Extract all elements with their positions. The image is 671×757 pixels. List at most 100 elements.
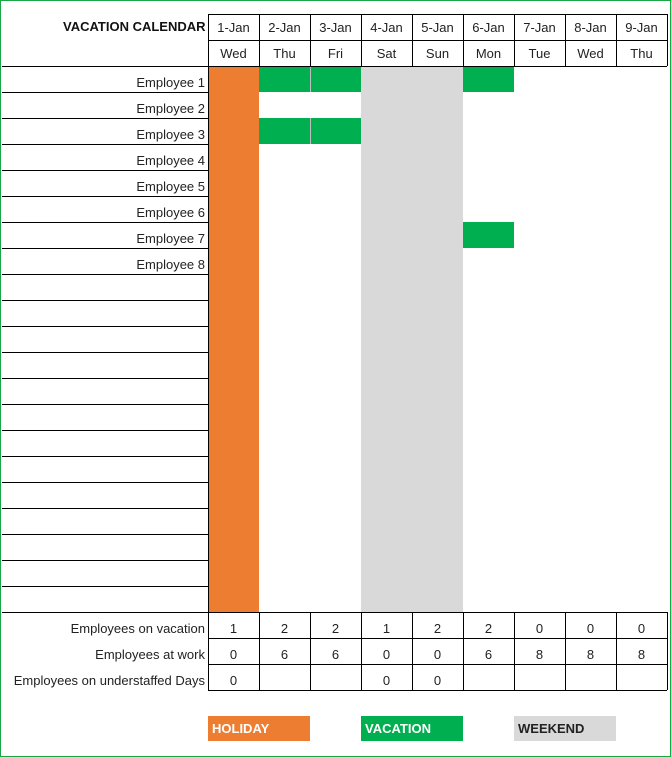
- row-border: [2, 586, 208, 587]
- row-border: [2, 274, 208, 275]
- weekday-header: Sun: [425, 45, 450, 61]
- employee-row-label[interactable]: [2, 560, 208, 586]
- summary-value: 8: [535, 647, 544, 662]
- summary-value: 0: [229, 673, 238, 688]
- summary-value: [310, 664, 361, 690]
- row-border: [2, 612, 208, 613]
- summary-col-border: [361, 612, 362, 690]
- header-top-border: [208, 14, 667, 15]
- weekend-column-fill: [361, 66, 412, 612]
- summary-value: 6: [280, 647, 289, 662]
- weekday-header: Mon: [475, 45, 502, 61]
- employee-row-label[interactable]: Employee 6: [136, 205, 205, 220]
- employee-row-label[interactable]: [2, 300, 208, 326]
- vacation-cell[interactable]: [259, 118, 310, 144]
- header-bottom-border: [2, 66, 667, 67]
- employee-row-label[interactable]: Employee 3: [136, 127, 205, 142]
- vacation-cell[interactable]: [310, 66, 361, 92]
- summary-value: 2: [484, 621, 493, 636]
- summary-label: Employees on understaffed Days: [13, 673, 205, 688]
- date-header[interactable]: 1-Jan: [217, 19, 250, 35]
- summary-value: 0: [535, 621, 544, 636]
- vacation-cell[interactable]: [463, 222, 514, 248]
- summary-top-border: [208, 612, 667, 613]
- row-border: [2, 118, 208, 119]
- employee-row-label[interactable]: Employee 4: [136, 153, 205, 168]
- legend-item-vacation: VACATION: [361, 716, 463, 741]
- summary-col-border: [667, 612, 668, 690]
- date-header[interactable]: 2-Jan: [268, 19, 301, 35]
- date-header[interactable]: 9-Jan: [625, 19, 658, 35]
- employee-row-label[interactable]: [2, 534, 208, 560]
- summary-col-border: [259, 612, 260, 690]
- summary-label: Employees at work: [95, 647, 205, 662]
- summary-col-border: [310, 612, 311, 690]
- holiday-column-fill: [208, 66, 259, 612]
- legend-item-holiday: HOLIDAY: [208, 716, 310, 741]
- summary-value: 0: [382, 673, 391, 688]
- employee-row-label[interactable]: [2, 482, 208, 508]
- summary-value: 0: [229, 647, 238, 662]
- employee-row-label[interactable]: Employee 2: [136, 101, 205, 116]
- employee-row-label[interactable]: [2, 274, 208, 300]
- summary-value: 2: [433, 621, 442, 636]
- summary-col-border: [412, 612, 413, 690]
- summary-value: [463, 664, 514, 690]
- row-border: [2, 456, 208, 457]
- row-border: [2, 92, 208, 93]
- vacation-cell-divider: [310, 66, 311, 92]
- calendar-title: VACATION CALENDAR: [63, 19, 206, 34]
- employee-row-label[interactable]: Employee 1: [136, 75, 205, 90]
- employee-row-label[interactable]: Employee 8: [136, 257, 205, 272]
- row-border: [2, 144, 208, 145]
- employee-row-label[interactable]: [2, 456, 208, 482]
- vacation-cell[interactable]: [259, 66, 310, 92]
- employee-row-label[interactable]: [2, 352, 208, 378]
- weekday-header: Tue: [528, 45, 551, 61]
- row-border: [2, 378, 208, 379]
- date-header[interactable]: 4-Jan: [370, 19, 403, 35]
- employee-row-label[interactable]: [2, 508, 208, 534]
- header-col-border: [361, 14, 362, 66]
- date-header[interactable]: 5-Jan: [421, 19, 454, 35]
- summary-row-border: [208, 638, 667, 639]
- summary-value: 6: [484, 647, 493, 662]
- date-header[interactable]: 7-Jan: [523, 19, 556, 35]
- summary-value: 8: [586, 647, 595, 662]
- row-border: [2, 430, 208, 431]
- employee-row-label[interactable]: Employee 7: [136, 231, 205, 246]
- header-col-border: [463, 14, 464, 66]
- summary-value: 0: [433, 673, 442, 688]
- vacation-cell[interactable]: [463, 66, 514, 92]
- summary-row-border: [208, 690, 667, 691]
- employee-row-label[interactable]: [2, 326, 208, 352]
- summary-value: [514, 664, 565, 690]
- weekday-header: Sat: [376, 45, 397, 61]
- employee-row-label[interactable]: [2, 586, 208, 612]
- row-border: [2, 508, 208, 509]
- employee-row-label[interactable]: Employee 5: [136, 179, 205, 194]
- header-col-border: [514, 14, 515, 66]
- employee-row-label[interactable]: [2, 378, 208, 404]
- date-header[interactable]: 3-Jan: [319, 19, 352, 35]
- header-col-border: [565, 14, 566, 66]
- row-border: [2, 404, 208, 405]
- row-border: [2, 326, 208, 327]
- vacation-cell-divider: [310, 118, 311, 144]
- summary-value: 0: [433, 647, 442, 662]
- date-header[interactable]: 8-Jan: [574, 19, 607, 35]
- row-border: [2, 352, 208, 353]
- date-header[interactable]: 6-Jan: [472, 19, 505, 35]
- weekday-header: Thu: [273, 45, 296, 61]
- weekday-header: Wed: [220, 45, 247, 61]
- summary-value: 6: [331, 647, 340, 662]
- summary-value: 1: [229, 621, 238, 636]
- weekday-header: Fri: [327, 45, 344, 61]
- row-border: [2, 196, 208, 197]
- weekday-header: Thu: [630, 45, 653, 61]
- employee-row-label[interactable]: [2, 404, 208, 430]
- row-border: [2, 248, 208, 249]
- vacation-cell[interactable]: [310, 118, 361, 144]
- employee-row-label[interactable]: [2, 430, 208, 456]
- summary-value: 0: [637, 621, 646, 636]
